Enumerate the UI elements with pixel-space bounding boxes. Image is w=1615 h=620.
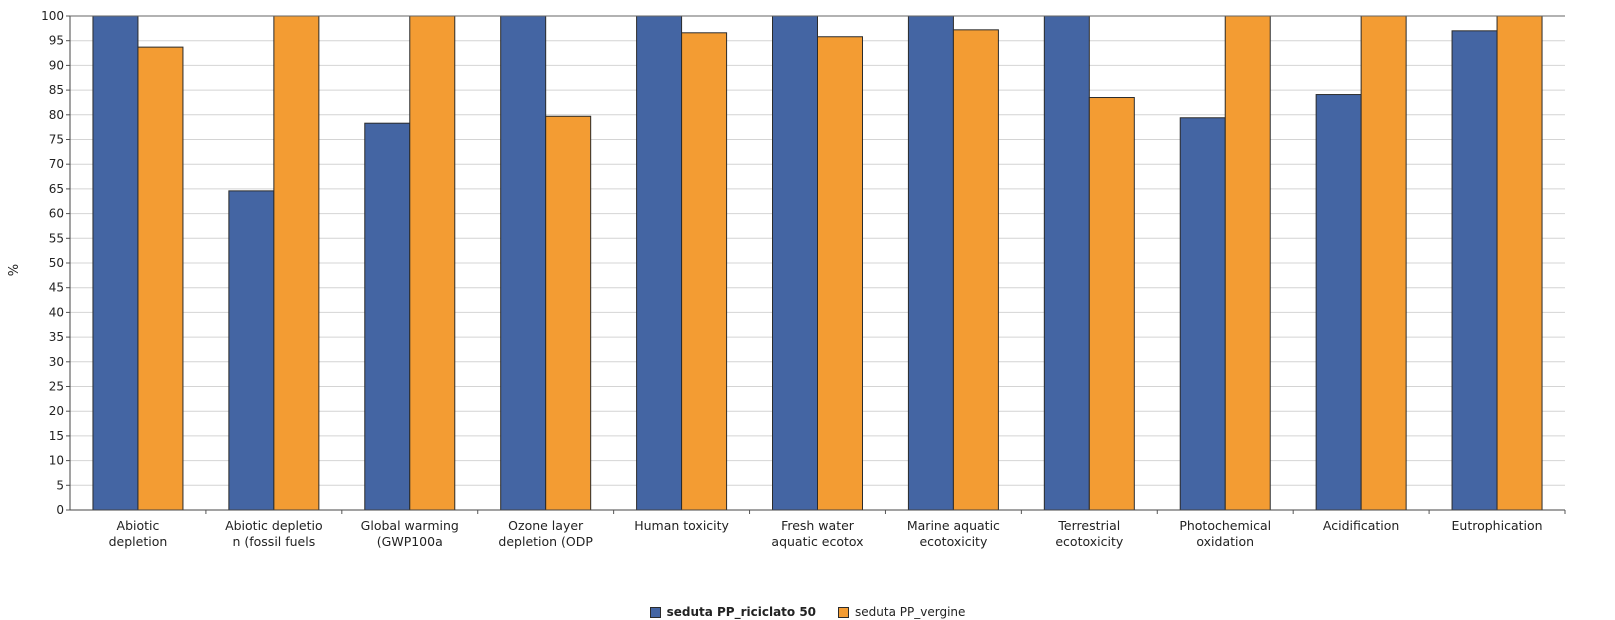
bar-series-1-cat-4 <box>500 15 547 511</box>
x-category-label: Photochemical <box>1179 518 1271 533</box>
y-tick-label: 0 <box>56 503 64 517</box>
bar-series-2-cat-11 <box>1496 15 1543 511</box>
x-category-label: aquatic ecotox <box>771 534 863 549</box>
bar-series-2-cat-10 <box>1360 15 1407 511</box>
bar-series-1-cat-6 <box>772 15 818 511</box>
x-category-label: Human toxicity <box>634 518 729 533</box>
bar-series-2-cat-8 <box>1088 97 1135 511</box>
bar-series-1-cat-1 <box>92 15 139 511</box>
legend-item-series-2: seduta PP_vergine <box>838 605 965 619</box>
legend-label-series-2: seduta PP_vergine <box>855 605 966 619</box>
x-category-label: Fresh water <box>781 518 855 533</box>
bar-series-2-cat-5 <box>681 32 728 511</box>
x-category-label: ecotoxicity <box>919 534 987 549</box>
bar-series-1-cat-11 <box>1451 30 1498 511</box>
y-tick-label: 80 <box>49 108 64 122</box>
y-tick-label: 15 <box>49 429 64 443</box>
x-category-label: depletion (ODP <box>498 534 593 549</box>
bar-series-2-cat-3 <box>409 15 456 511</box>
bar-series-1-cat-8 <box>1043 15 1090 511</box>
axes <box>66 15 1566 514</box>
x-category-label: Eutrophication <box>1452 518 1543 533</box>
x-category-label: Global warming <box>361 518 459 533</box>
y-tick-label: 60 <box>49 207 64 221</box>
y-tick-label: 70 <box>49 157 64 171</box>
bar-series-2-cat-9 <box>1224 15 1271 511</box>
x-category-label: n (fossil fuels <box>232 534 315 549</box>
x-category-label: Acidification <box>1323 518 1399 533</box>
x-category-label: Marine aquatic <box>907 518 1000 533</box>
y-tick-label: 95 <box>49 34 64 48</box>
x-category-label: Abiotic depletio <box>225 518 323 533</box>
bar-series-2-cat-7 <box>952 29 999 511</box>
y-tick-label: 10 <box>49 454 64 468</box>
bar-series-1-cat-3 <box>364 122 411 511</box>
bar-series-2-cat-6 <box>817 36 863 511</box>
y-tick-label: 20 <box>49 404 64 418</box>
x-category-label: ecotoxicity <box>1055 534 1123 549</box>
y-tick-label: 90 <box>49 58 64 72</box>
y-axis-title: % <box>7 264 22 276</box>
legend-item-series-1: seduta PP_riciclato 50 <box>649 605 817 619</box>
bars <box>92 15 1543 511</box>
y-tick-label: 85 <box>49 83 64 97</box>
legend-swatch-series-2 <box>838 606 850 618</box>
bar-series-1-cat-2 <box>228 190 275 511</box>
bar-series-1-cat-9 <box>1179 117 1226 511</box>
y-tick-label: 5 <box>56 478 64 492</box>
y-tick-label: 65 <box>49 182 64 196</box>
legend-swatch-series-1 <box>649 606 661 618</box>
legend-label-series-1: seduta PP_riciclato 50 <box>666 605 817 619</box>
x-category-label: (GWP100a <box>377 534 443 549</box>
y-tick-label: 25 <box>49 380 64 394</box>
bar-series-1-cat-7 <box>907 15 954 511</box>
bar-series-1-cat-10 <box>1315 94 1362 511</box>
y-tick-label: 30 <box>49 355 64 369</box>
y-tick-label: 75 <box>49 133 64 147</box>
bar-series-2-cat-1 <box>137 46 184 511</box>
x-category-label: oxidation <box>1196 534 1254 549</box>
y-tick-label: 45 <box>49 281 64 295</box>
bar-series-2-cat-2 <box>273 15 320 511</box>
bar-series-1-cat-5 <box>636 15 683 511</box>
x-category-label: Abiotic <box>117 518 160 533</box>
x-category-label: Ozone layer <box>508 518 584 533</box>
x-category-label: depletion <box>109 534 168 549</box>
y-tick-label: 50 <box>49 256 64 270</box>
y-tick-label: 35 <box>49 330 64 344</box>
y-tick-label: 40 <box>49 305 64 319</box>
y-tick-label: 100 <box>41 9 64 23</box>
bar-series-2-cat-4 <box>545 115 592 511</box>
x-category-label: Terrestrial <box>1057 518 1120 533</box>
legend: seduta PP_riciclato 50 seduta PP_vergine <box>0 604 1615 620</box>
y-tick-label: 55 <box>49 231 64 245</box>
y-tick-labels: 0 5 10 15 20 25 30 35 40 45 50 55 60 65 70 75 80 85 90 95 10… <box>41 9 64 517</box>
